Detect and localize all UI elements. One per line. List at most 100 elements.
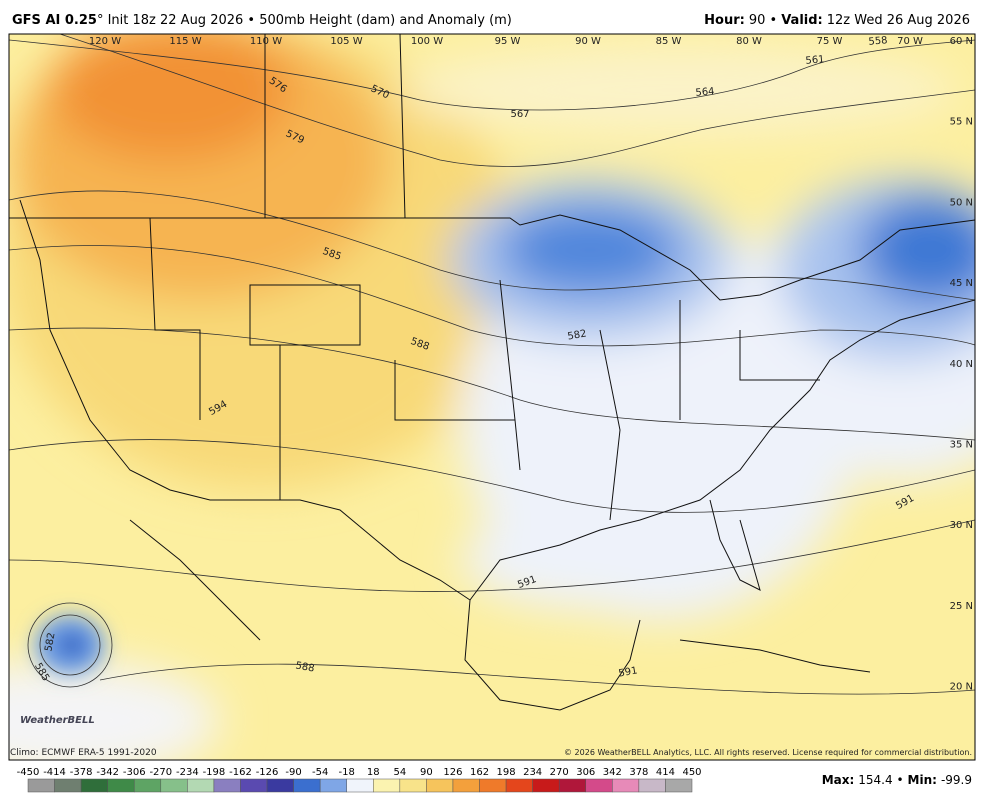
colorbar-label: -342 xyxy=(96,767,119,778)
lon-label: 100 W xyxy=(411,36,443,47)
map-frame xyxy=(8,33,976,761)
colorbar-swatch xyxy=(54,778,82,793)
valid-label: Valid: xyxy=(781,13,823,28)
colorbar-swatch xyxy=(452,778,480,793)
colorbar-swatch xyxy=(399,778,427,793)
borders xyxy=(9,34,975,711)
map-labels: 120 W 115 W 110 W 105 W 100 W 95 W 90 W 85 W 80 … xyxy=(32,35,973,692)
contour-label: 564 xyxy=(695,86,715,99)
anomaly-field xyxy=(9,34,975,760)
colorbar-swatch xyxy=(266,778,294,793)
lat-label: 45 N xyxy=(950,278,973,289)
colorbar-label: -270 xyxy=(149,767,172,778)
colorbar-label: -198 xyxy=(203,767,226,778)
colorbar-label: -306 xyxy=(123,767,146,778)
header-title: GFS AI 0.25° Init 18z 22 Aug 2026 • 500m… xyxy=(12,13,512,28)
contour-label: 588 xyxy=(295,660,316,674)
colorbar-label: -414 xyxy=(43,767,66,778)
colorbar-swatch xyxy=(27,778,55,793)
hour-label: Hour: xyxy=(704,13,745,28)
contour-label: 591 xyxy=(618,665,639,679)
stats: Max: 154.4 • Min: -99.9 xyxy=(822,773,972,787)
colorbar-swatch xyxy=(213,778,241,793)
colorbar-swatch xyxy=(293,778,321,793)
colorbar-swatch xyxy=(107,778,135,793)
contour-label: 561 xyxy=(805,54,825,67)
lat-label: 25 N xyxy=(950,601,973,612)
colorbar-swatch xyxy=(346,778,374,793)
lat-label: 55 N xyxy=(950,117,973,128)
contour-label: 582 xyxy=(567,328,588,342)
hour: 90 • xyxy=(749,13,777,28)
colorbar-swatch xyxy=(638,778,666,793)
lon-label: 90 W xyxy=(575,36,601,47)
colorbar-label: 162 xyxy=(470,767,489,778)
colorbar-label: 450 xyxy=(682,767,701,778)
colorbar-swatch xyxy=(160,778,188,793)
header-valid: Hour: 90 • Valid: 12z Wed 26 Aug 2026 xyxy=(704,13,970,28)
init: ° Init 18z 22 Aug 2026 • 500mb Height (d… xyxy=(97,13,512,28)
min: -99.9 xyxy=(941,773,972,787)
colorbar-swatch xyxy=(532,778,560,793)
colorbar-swatch xyxy=(479,778,507,793)
colorbar-swatch xyxy=(612,778,640,793)
colorbar-swatch xyxy=(665,778,693,793)
lat-label: 20 N xyxy=(950,682,973,693)
lat-label: 60 N xyxy=(950,36,973,47)
colorbar-label: -126 xyxy=(256,767,279,778)
lon-label: 115 W xyxy=(169,36,201,47)
colorbar-label: 378 xyxy=(629,767,648,778)
colorbar-label: 90 xyxy=(420,767,433,778)
colorbar-swatch xyxy=(240,778,268,793)
colorbar-swatch xyxy=(319,778,347,793)
lat-label: 50 N xyxy=(950,197,973,208)
colorbar-label: -162 xyxy=(229,767,252,778)
map xyxy=(9,34,975,760)
colorbar-swatch xyxy=(187,778,215,793)
lat-label: 30 N xyxy=(950,520,973,531)
colorbar-label: 234 xyxy=(523,767,542,778)
colorbar-label: -18 xyxy=(339,767,355,778)
lon-label: 80 W xyxy=(736,36,762,47)
contour-label: 582 xyxy=(43,632,57,653)
colorbar: -450 -414 -378 -342 -306 -270 -234 -198 -162 -126… xyxy=(17,767,702,793)
lon-label: 85 W xyxy=(656,36,682,47)
lon-label: 110 W xyxy=(250,36,282,47)
colorbar-label: 306 xyxy=(576,767,595,778)
colorbar-label: 198 xyxy=(497,767,516,778)
colorbar-swatch xyxy=(426,778,454,793)
contour-label: 558 xyxy=(868,35,888,48)
colorbar-swatch xyxy=(133,778,162,793)
copyright: © 2026 WeatherBELL Analytics, LLC. All r… xyxy=(564,748,972,757)
colorbar-swatch xyxy=(585,778,613,793)
lon-label: 95 W xyxy=(495,36,521,47)
contours xyxy=(9,34,975,695)
colorbar-label: 126 xyxy=(443,767,462,778)
logo: WeatherBELL xyxy=(20,715,95,726)
colorbar-label: 270 xyxy=(550,767,569,778)
lon-label: 75 W xyxy=(817,36,843,47)
colorbar-label: 414 xyxy=(656,767,675,778)
lon-label: 120 W xyxy=(89,36,121,47)
max: 154.4 • xyxy=(858,773,903,787)
colorbar-swatch xyxy=(505,778,533,793)
lon-label: 105 W xyxy=(330,36,362,47)
lat-label: 35 N xyxy=(950,440,973,451)
climo: Climo: ECMWF ERA-5 1991-2020 xyxy=(10,748,157,758)
colorbar-swatch xyxy=(558,778,587,793)
colorbar-label: 54 xyxy=(393,767,406,778)
min-label: Min: xyxy=(908,773,937,787)
max-label: Max: xyxy=(822,773,855,787)
valid: 12z Wed 26 Aug 2026 xyxy=(827,13,970,28)
colorbar-swatch xyxy=(80,778,108,793)
lon-label: 70 W xyxy=(897,36,923,47)
contour-label: 567 xyxy=(510,109,529,120)
colorbar-label: 342 xyxy=(603,767,622,778)
colorbar-label: -234 xyxy=(176,767,199,778)
colorbar-label: -378 xyxy=(70,767,93,778)
colorbar-label: -54 xyxy=(312,767,328,778)
colorbar-swatch xyxy=(373,778,401,793)
model: GFS AI 0.25 xyxy=(12,13,97,28)
lat-label: 40 N xyxy=(950,359,973,370)
